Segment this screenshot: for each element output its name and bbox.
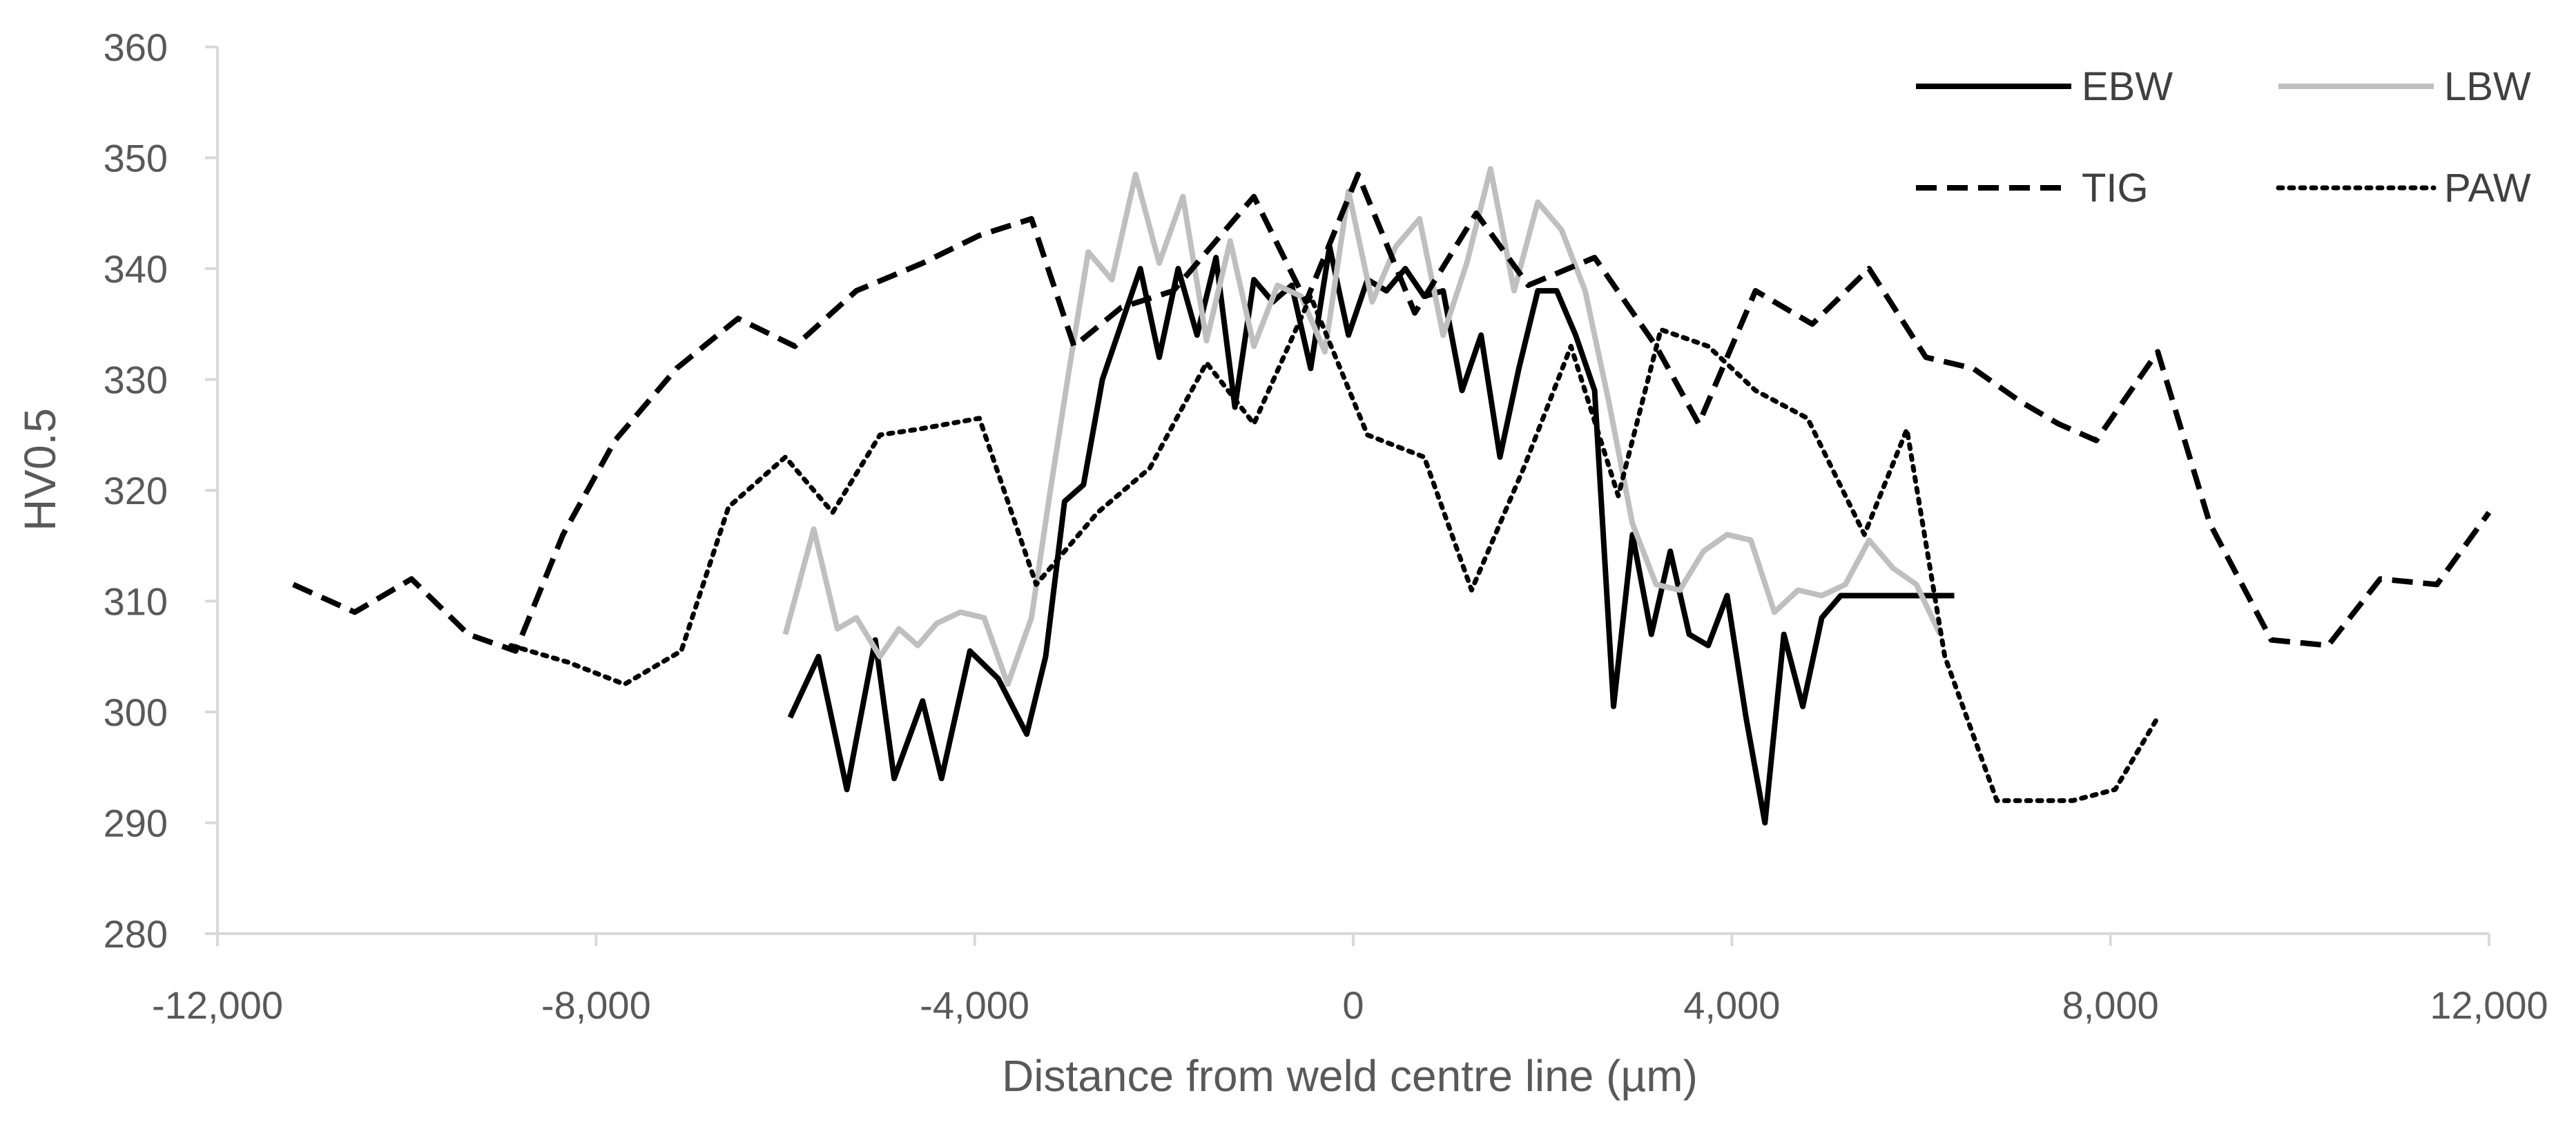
y-tick-label: 320	[104, 469, 168, 512]
chart-axes: 280 290 300 310 320 330 340 350 360 -12,000 -8,000…	[104, 26, 2548, 1027]
y-tick-label: 310	[104, 580, 168, 624]
y-tick-label: 360	[104, 26, 168, 69]
x-axis-title: Distance from weld centre line (µm)	[1002, 1051, 1698, 1101]
y-tick-label: 330	[104, 358, 168, 402]
x-tick-label: 12,000	[2430, 983, 2548, 1027]
series-line-ebw	[787, 243, 1955, 826]
legend-label-tig: TIG	[2082, 166, 2149, 211]
chart-legend: EBW LBW TIG PAW	[1916, 64, 2531, 211]
x-tick-label: -8,000	[541, 983, 651, 1027]
y-tick-label: 290	[104, 802, 168, 845]
x-tick-label: -4,000	[920, 983, 1029, 1027]
y-tick-label: 280	[104, 912, 168, 956]
legend-label-lbw: LBW	[2444, 64, 2531, 109]
x-tick-label: 4,000	[1683, 983, 1780, 1027]
y-tick-label: 350	[104, 137, 168, 180]
x-tick-label: 8,000	[2062, 983, 2159, 1027]
x-tick-label: 0	[1342, 983, 1364, 1027]
legend-label-paw: PAW	[2444, 166, 2531, 211]
series-line-paw	[508, 293, 2160, 803]
legend-label-ebw: EBW	[2082, 64, 2173, 109]
y-tick-label: 300	[104, 691, 168, 734]
series-line-tig	[292, 171, 2492, 654]
chart-series-layer	[292, 166, 2492, 826]
y-tick-label: 340	[104, 247, 168, 291]
y-axis-title: HV0.5	[15, 408, 65, 531]
x-tick-label: -12,000	[152, 983, 283, 1027]
